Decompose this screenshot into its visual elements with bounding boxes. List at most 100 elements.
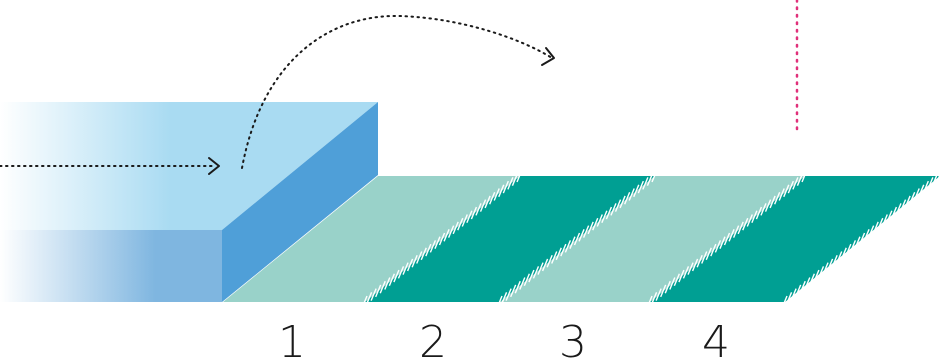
hatch-edge-1 bbox=[361, 169, 523, 309]
hatch-mark bbox=[867, 225, 875, 238]
hatch-mark bbox=[760, 203, 767, 216]
hatch-mark bbox=[781, 295, 788, 309]
hatch-mark bbox=[596, 214, 603, 227]
hatch-mark bbox=[633, 184, 640, 198]
hatch-mark bbox=[551, 251, 558, 264]
hatch-mark bbox=[388, 273, 395, 287]
hatch-mark bbox=[737, 221, 744, 235]
hatch-mark bbox=[673, 273, 680, 287]
hatch-mark bbox=[817, 266, 825, 279]
stripe-1 bbox=[223, 176, 520, 302]
hatch-mark bbox=[836, 251, 843, 264]
hatch-mark bbox=[922, 180, 929, 194]
hatch-mark bbox=[696, 254, 703, 268]
hatch-mark bbox=[370, 288, 377, 301]
hatch-mark bbox=[425, 243, 432, 257]
hatch-mark bbox=[804, 277, 811, 290]
flow-arrows bbox=[0, 14, 553, 169]
hatch-mark bbox=[687, 262, 694, 275]
hatch-mark bbox=[877, 217, 884, 231]
hatch-mark bbox=[927, 177, 934, 190]
hatch-mark bbox=[796, 173, 804, 186]
hatch-mark bbox=[719, 236, 726, 249]
hatch-mark bbox=[361, 295, 368, 309]
hatch-mark bbox=[742, 217, 749, 231]
hatch-mark bbox=[507, 177, 514, 190]
hatch-mark bbox=[628, 188, 635, 201]
hatch-mark bbox=[502, 180, 509, 194]
hatch-mark bbox=[785, 292, 793, 305]
stripe-label-2: 2 bbox=[419, 317, 447, 358]
hatch-mark bbox=[854, 236, 861, 249]
block-top-face bbox=[0, 102, 378, 230]
hatch-mark bbox=[519, 277, 526, 290]
stripe-2 bbox=[365, 176, 655, 302]
hatch-mark bbox=[466, 210, 473, 224]
hatch-mark bbox=[560, 243, 567, 257]
hatch-edge-4 bbox=[781, 172, 940, 309]
hatch-mark bbox=[642, 177, 649, 190]
hatch-mark bbox=[714, 240, 722, 253]
hatch-mark bbox=[890, 206, 898, 220]
hatch-mark bbox=[701, 251, 708, 264]
hatch-mark bbox=[420, 247, 427, 261]
blue-block bbox=[0, 102, 378, 302]
hatch-mark bbox=[801, 169, 808, 183]
hatch-mark bbox=[496, 295, 503, 309]
stripe-label-3: 3 bbox=[559, 317, 587, 358]
hatch-mark bbox=[751, 210, 758, 224]
hatch-mark bbox=[619, 195, 626, 209]
block-front-face bbox=[0, 230, 222, 302]
hatch-mark bbox=[637, 180, 644, 194]
arrowheads bbox=[208, 47, 555, 175]
hatch-mark bbox=[406, 258, 414, 272]
hatch-mark bbox=[646, 295, 653, 309]
hatch-mark bbox=[546, 254, 553, 268]
hatch-mark bbox=[416, 251, 423, 264]
hatch-mark bbox=[790, 288, 797, 301]
hatch-mark bbox=[732, 225, 740, 238]
hatch-mark bbox=[614, 199, 622, 212]
hatch-mark bbox=[795, 284, 802, 298]
hatch-mark bbox=[484, 195, 491, 209]
hatch-mark bbox=[537, 262, 544, 275]
hatch-mark bbox=[918, 184, 925, 198]
hatch-mark bbox=[489, 191, 496, 205]
hatch-mark bbox=[461, 214, 468, 227]
striped-strip bbox=[223, 176, 940, 302]
hatch-mark bbox=[764, 199, 772, 212]
hatch-mark bbox=[826, 258, 834, 272]
hatch-mark bbox=[397, 266, 405, 279]
hatch-mark bbox=[664, 280, 671, 294]
hatch-mark bbox=[434, 236, 441, 249]
stripe-label-1: 1 bbox=[278, 317, 306, 358]
curved-dotted-arrow bbox=[241, 14, 553, 169]
hatch-mark bbox=[783, 184, 790, 198]
stripe-labels: 1 2 3 4 bbox=[278, 317, 730, 358]
hatch-mark bbox=[475, 203, 482, 216]
stripe-3 bbox=[500, 176, 805, 302]
hatch-mark bbox=[411, 254, 418, 268]
hatch-mark bbox=[895, 203, 902, 216]
hatch-mark bbox=[365, 292, 373, 305]
hatch-mark bbox=[669, 277, 676, 290]
hatch-mark bbox=[498, 184, 505, 198]
hatch-mark bbox=[605, 206, 613, 220]
stripe-label-4: 4 bbox=[702, 317, 730, 358]
stripe-hatching bbox=[361, 169, 940, 309]
hatch-mark bbox=[493, 188, 500, 201]
hatch-mark bbox=[845, 243, 852, 257]
hatch-mark bbox=[457, 217, 464, 231]
hatch-mark bbox=[660, 284, 667, 298]
hatch-mark bbox=[808, 273, 815, 287]
hatch-mark bbox=[728, 229, 735, 242]
hatch-mark bbox=[746, 214, 753, 227]
hatch-mark bbox=[610, 203, 617, 216]
hatch-mark bbox=[541, 258, 549, 272]
hatch-mark bbox=[532, 266, 540, 279]
hatch-mark bbox=[592, 217, 599, 231]
hatch-mark bbox=[587, 221, 594, 235]
stripe-4 bbox=[650, 176, 940, 302]
hatch-mark bbox=[774, 191, 781, 205]
